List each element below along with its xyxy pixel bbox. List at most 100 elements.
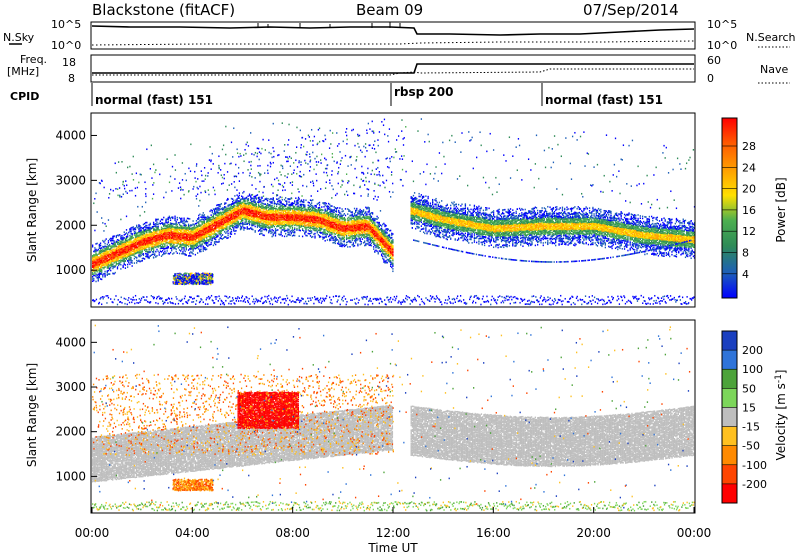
power-pixel [136,238,138,240]
power-pixel [147,246,149,248]
power-pixel [203,224,206,227]
power-pixel [95,248,97,251]
power-pixel [322,226,324,229]
power-pixel [130,251,132,254]
power-pixel [274,207,277,210]
power-pixel [95,266,97,269]
power-pixel [239,225,242,227]
power-pixel [101,259,103,262]
power-pixel [219,230,221,232]
power-pixel [233,225,235,227]
power-pixel [129,246,131,248]
power-pixel [121,244,123,247]
power-pixel [189,230,191,233]
power-pixel [132,226,134,228]
power-pixel [113,250,115,253]
power-pixel [125,250,128,253]
power-pixel [189,225,191,227]
power-pixel [145,242,147,245]
power-pixel [184,253,186,255]
power-pixel [219,224,221,227]
power-pixel [215,211,217,213]
power-pixel [146,234,148,236]
power-pixel [158,238,160,240]
power-pixel [158,245,160,247]
power-pixel [150,247,152,250]
power-pixel [305,234,307,237]
power-pixel [107,259,110,262]
power-pixel [229,213,232,215]
cpid-segment-label-2: normal (fast) 151 [545,93,663,107]
power-pixel [180,245,182,248]
power-pixel [248,207,251,209]
power-pixel [202,214,204,217]
power-pixel [122,239,124,241]
power-pixel [213,231,216,233]
power-pixel [243,229,245,231]
power-pixel [101,266,103,269]
power-pixel [206,220,208,222]
power-pixel [145,226,147,229]
power-pixel [231,202,234,205]
power-pixel [184,237,186,240]
power-pixel [136,246,138,248]
power-pixel [139,230,141,232]
power-pixel [289,227,291,229]
power-pixel [187,229,190,231]
power-pixel [190,242,192,245]
power-pixel [132,243,134,246]
power-pixel [203,226,206,229]
power-pixel [228,220,230,223]
power-pixel [163,227,165,230]
power-pixel [169,231,172,234]
power-pixel [235,229,237,232]
power-pixel [164,239,166,241]
power-pixel [244,199,246,202]
power-pixel [104,266,106,268]
power-pixel [128,241,130,243]
power-pixel [285,215,287,218]
power-pixel [102,266,104,269]
power-pixel [112,272,114,275]
power-pixel [183,193,185,196]
power-pixel [269,209,271,212]
power-pixel [125,235,128,238]
power-pixel [92,259,94,262]
power-pixel [169,229,172,231]
power-pixel [143,242,146,245]
power-pixel [192,229,194,232]
power-pixel [108,268,111,271]
power-pixel [310,204,313,207]
power-pixel [280,208,282,210]
power-pixel [204,240,207,242]
power-pixel [128,246,130,249]
power-pixel [160,222,163,224]
power-pixel [252,212,254,215]
power-pixel [174,238,176,241]
power-pixel [166,239,168,242]
power-pixel [149,231,151,233]
power-pixel [303,213,305,216]
power-pixel [278,154,280,156]
power-pixel [110,264,112,267]
power-pixel [239,228,242,231]
power-pixel [141,230,143,233]
power-pixel [209,223,211,225]
power-pixel [123,257,125,260]
power-pixel [105,247,107,249]
power-pixel [191,247,193,250]
power-pixel [246,222,248,225]
power-pixel [280,211,282,214]
power-pixel [106,255,108,257]
power-pixel [226,220,228,223]
power-pixel [185,233,187,235]
power-pixel [298,222,300,225]
power-pixel [115,249,118,252]
power-pixel [271,231,273,234]
power-pixel [264,225,266,228]
power-pixel [157,237,159,239]
power-pixel [288,220,290,222]
power-pixel [108,260,111,262]
power-pixel [104,245,106,247]
power-pixel [185,247,187,250]
